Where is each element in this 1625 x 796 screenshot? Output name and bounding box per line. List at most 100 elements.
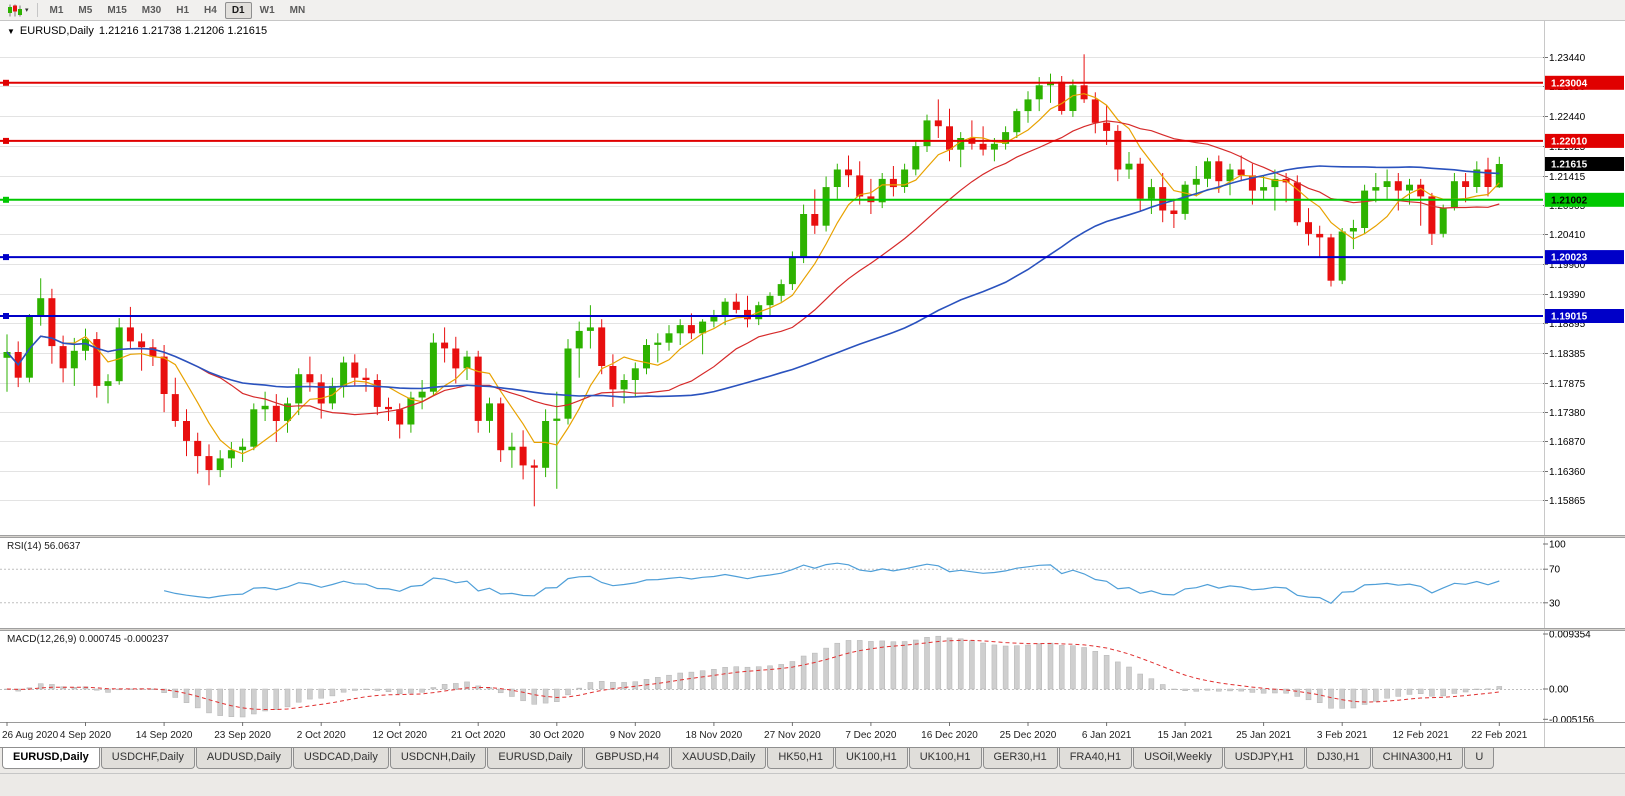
chart-tab-u[interactable]: U [1464,748,1495,769]
pane-splitter[interactable] [0,628,1625,631]
timeframe-button-d1[interactable]: D1 [224,1,252,19]
chart-tab-fra40-h1[interactable]: FRA40,H1 [1058,748,1133,769]
svg-text:25 Jan 2021: 25 Jan 2021 [1236,730,1291,741]
status-bar [0,773,1625,796]
timeframe-button-w1[interactable]: W1 [259,4,275,16]
chart-tab-uk100-h1[interactable]: UK100,H1 [908,748,982,769]
svg-text:7 Dec 2020: 7 Dec 2020 [845,730,897,741]
chart-tab-usdjpy-h1[interactable]: USDJPY,H1 [1223,748,1305,769]
svg-text:1.23440: 1.23440 [1549,53,1586,64]
svg-text:1.23004: 1.23004 [1551,78,1588,89]
horizontal-line-1.23004[interactable]: 1.23004 [0,75,1624,90]
pane-splitter[interactable] [0,535,1625,538]
svg-text:1.21615: 1.21615 [1551,160,1588,171]
svg-text:1.16870: 1.16870 [1549,437,1586,448]
svg-text:1.16360: 1.16360 [1549,467,1586,478]
chart-tab-usdcnh-daily[interactable]: USDCNH,Daily [389,748,487,769]
timeframe-button-mn[interactable]: MN [289,4,306,16]
chart-tab-hk50-h1[interactable]: HK50,H1 [767,748,834,769]
svg-text:1.19390: 1.19390 [1549,290,1586,301]
svg-text:16 Dec 2020: 16 Dec 2020 [921,730,978,741]
chart-tab-dj30-h1[interactable]: DJ30,H1 [1305,748,1371,769]
svg-text:1.20410: 1.20410 [1549,230,1586,241]
price-chart-canvas[interactable]: 1.234401.229501.224401.219251.214151.209… [0,21,1625,747]
svg-text:70: 70 [1549,565,1561,576]
chart-tab-gbpusd-h4[interactable]: GBPUSD,H4 [584,748,670,769]
candlestick-chart-icon [8,4,22,16]
svg-text:1.21415: 1.21415 [1549,172,1586,183]
svg-text:1.17380: 1.17380 [1549,408,1586,419]
horizontal-line-1.19015[interactable]: 1.19015 [0,309,1624,323]
svg-text:26 Aug 2020: 26 Aug 2020 [2,730,59,741]
collapse-triangle-icon[interactable]: ▼ [7,26,15,36]
svg-text:0.009354: 0.009354 [1549,630,1591,641]
horizontal-line-1.21002[interactable]: 1.21002 [0,192,1624,207]
svg-text:27 Nov 2020: 27 Nov 2020 [764,730,821,741]
chart-title: ▼ EURUSD,Daily 1.21216 1.21738 1.21206 1… [7,25,267,37]
svg-text:25 Dec 2020: 25 Dec 2020 [1000,730,1057,741]
chart-tab-xauusd-daily[interactable]: XAUUSD,Daily [670,748,767,769]
chart-tab-ger30-h1[interactable]: GER30,H1 [982,748,1058,769]
timeframe-button-h4[interactable]: H4 [204,4,217,16]
ma-slow-line [6,165,1500,399]
macd-signal-line [6,639,1500,710]
svg-text:22 Feb 2021: 22 Feb 2021 [1471,730,1528,741]
ma-mid-line [6,120,1500,416]
svg-text:3 Feb 2021: 3 Feb 2021 [1317,730,1368,741]
horizontal-line-1.20023[interactable]: 1.20023 [0,250,1624,265]
timeframe-button-m15[interactable]: M15 [107,4,127,16]
chart-tab-audusd-daily[interactable]: AUDUSD,Daily [195,748,292,769]
chart-symbol-period: EURUSD,Daily [19,25,94,37]
chart-tab-uk100-h1[interactable]: UK100,H1 [834,748,908,769]
macd-histogram [4,635,1503,718]
chart-tab-usoil-weekly[interactable]: USOil,Weekly [1133,748,1223,769]
rsi-indicator-label: RSI(14) 56.0637 [7,541,81,552]
chart-ohlc-values: 1.21216 1.21738 1.21206 1.21615 [98,25,268,37]
svg-text:0.00: 0.00 [1549,685,1569,696]
svg-text:1.22010: 1.22010 [1551,136,1588,147]
timeframe-button-m30[interactable]: M30 [141,4,162,16]
svg-text:30 Oct 2020: 30 Oct 2020 [530,730,585,741]
svg-text:1.21002: 1.21002 [1551,195,1588,206]
chart-tab-usdchf-daily[interactable]: USDCHF,Daily [100,748,195,769]
svg-text:-0.005156: -0.005156 [1549,715,1594,726]
svg-text:12 Oct 2020: 12 Oct 2020 [372,730,427,741]
svg-text:1.18385: 1.18385 [1549,349,1586,360]
date-axis: 26 Aug 2020 4 Sep 2020 14 Sep 2020 23 Sep 2… [0,722,1625,741]
timeframe-buttons: M1 M5 M15 M30 H1 H4 D1 W1 MN [43,1,313,19]
svg-text:4 Sep 2020: 4 Sep 2020 [60,730,112,741]
svg-text:6 Jan 2021: 6 Jan 2021 [1082,730,1132,741]
macd-indicator-label: MACD(12,26,9) 0.000745 -0.000237 [7,634,169,645]
svg-text:18 Nov 2020: 18 Nov 2020 [686,730,743,741]
macd-pane: 0.009354 0.00 -0.005156 [0,630,1594,726]
price-grid-layer: 1.234401.229501.224401.219251.214151.209… [0,21,1586,747]
svg-text:1.18895: 1.18895 [1549,319,1586,330]
svg-text:15 Jan 2021: 15 Jan 2021 [1158,730,1213,741]
ma-fast-line [6,93,1500,455]
chart-window: 1.234401.229501.224401.219251.214151.209… [0,21,1625,747]
timeframe-button-h1[interactable]: H1 [176,4,190,16]
svg-text:1.19900: 1.19900 [1549,260,1586,271]
svg-text:9 Nov 2020: 9 Nov 2020 [610,730,662,741]
chart-tab-eurusd-daily[interactable]: EURUSD,Daily [2,748,100,769]
chart-tab-china300-h1[interactable]: CHINA300,H1 [1371,748,1464,769]
dropdown-arrow-icon: ▾ [25,6,29,14]
svg-text:23 Sep 2020: 23 Sep 2020 [214,730,271,741]
horizontal-line-1.22010[interactable]: 1.22010 [0,133,1624,148]
toolbar-separator [36,3,38,17]
chart-tab-eurusd-daily[interactable]: EURUSD,Daily [487,748,584,769]
svg-text:14 Sep 2020: 14 Sep 2020 [136,730,193,741]
timeframe-button-m1[interactable]: M1 [49,4,64,16]
svg-text:1.15865: 1.15865 [1549,496,1586,507]
current-price-tag: 1.21615 [1545,157,1624,171]
timeframe-button-m5[interactable]: M5 [78,4,93,16]
svg-text:1.22440: 1.22440 [1549,112,1586,123]
svg-text:12 Feb 2021: 12 Feb 2021 [1393,730,1450,741]
chart-tab-usdcad-daily[interactable]: USDCAD,Daily [292,748,389,769]
svg-text:2 Oct 2020: 2 Oct 2020 [297,730,346,741]
rsi-line [163,562,1500,605]
rsi-pane: 100 70 30 [0,540,1566,609]
svg-text:1.20023: 1.20023 [1551,253,1588,264]
chart-type-button[interactable]: ▾ [4,3,32,18]
